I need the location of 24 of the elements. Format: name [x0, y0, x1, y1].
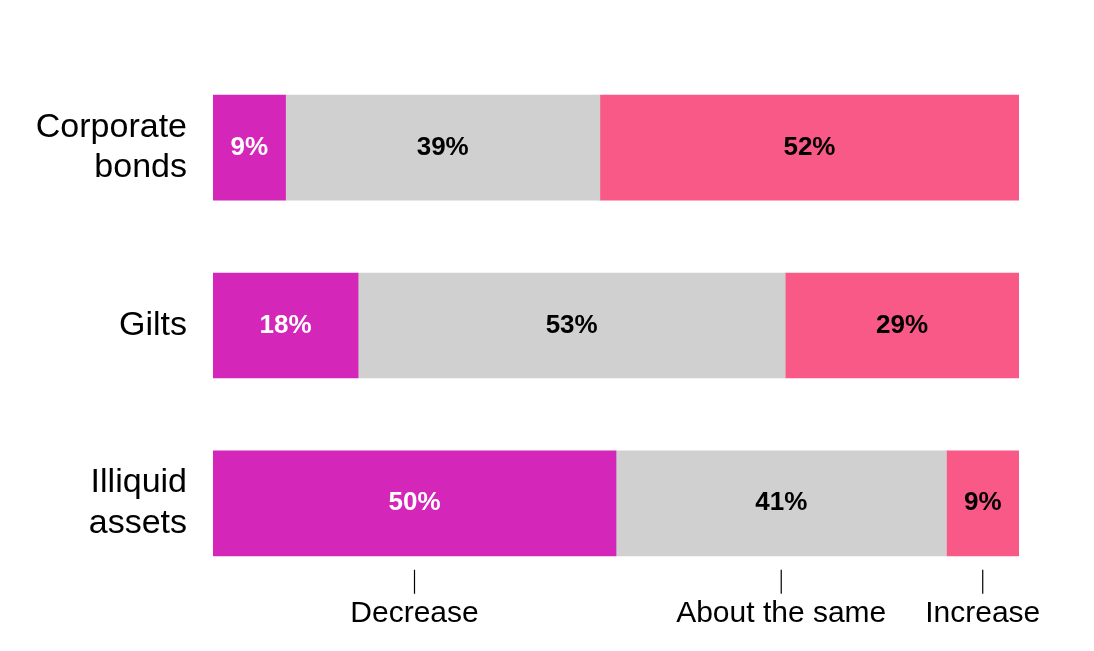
bar [357, 272, 786, 379]
bar [615, 450, 947, 557]
data-label: 29% [876, 308, 929, 339]
data-label: 9% [963, 486, 1002, 517]
bar [285, 94, 601, 201]
series-label: About the same [676, 595, 887, 629]
y-tick-label: Gilts [119, 303, 187, 342]
y-tick-label: Corporate bonds [35, 105, 187, 185]
series-label: Increase [925, 595, 1041, 629]
bar [784, 272, 1019, 379]
bar [213, 272, 359, 379]
data-label: 41% [755, 486, 808, 517]
bar [946, 450, 1019, 557]
series-label: Decrease [350, 595, 479, 629]
data-label: 39% [416, 130, 469, 161]
data-label: 53% [545, 308, 598, 339]
data-label: 18% [259, 308, 312, 339]
bar [599, 94, 1019, 201]
bar [213, 94, 286, 201]
data-label: 9% [230, 130, 269, 161]
data-label: 52% [783, 130, 836, 161]
bar [213, 450, 617, 557]
data-label: 50% [388, 486, 441, 517]
y-tick-label: Illiquid assets [88, 461, 187, 541]
